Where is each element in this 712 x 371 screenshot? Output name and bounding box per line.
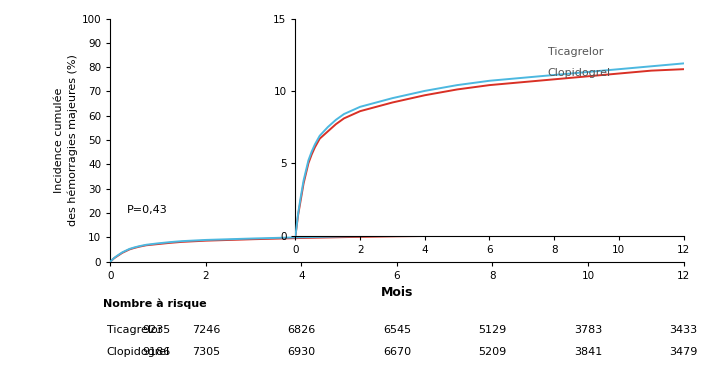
- Text: Clopidogrel: Clopidogrel: [548, 68, 611, 78]
- Text: 5129: 5129: [478, 325, 507, 335]
- Text: 3841: 3841: [574, 347, 602, 357]
- Text: 5209: 5209: [478, 347, 507, 357]
- Text: 7305: 7305: [192, 347, 220, 357]
- Text: 6670: 6670: [383, 347, 411, 357]
- Y-axis label: Incidence cumulée
des hémorragies majeures (%): Incidence cumulée des hémorragies majeur…: [53, 54, 78, 226]
- Text: 3783: 3783: [574, 325, 602, 335]
- Text: 3479: 3479: [669, 347, 698, 357]
- Text: 6545: 6545: [383, 325, 411, 335]
- Text: 7246: 7246: [192, 325, 220, 335]
- Text: 9235: 9235: [142, 325, 171, 335]
- Text: 3433: 3433: [669, 325, 698, 335]
- Text: Ticagrelor: Ticagrelor: [107, 325, 162, 335]
- Text: 9186: 9186: [142, 347, 171, 357]
- Text: 6930: 6930: [288, 347, 315, 357]
- Text: Clopidogrel: Clopidogrel: [107, 347, 170, 357]
- Text: 6826: 6826: [287, 325, 315, 335]
- Text: Ticagrelor: Ticagrelor: [548, 47, 603, 57]
- Text: Nombre à risque: Nombre à risque: [103, 299, 207, 309]
- Text: P=0,43: P=0,43: [127, 206, 168, 216]
- X-axis label: Mois: Mois: [381, 286, 413, 299]
